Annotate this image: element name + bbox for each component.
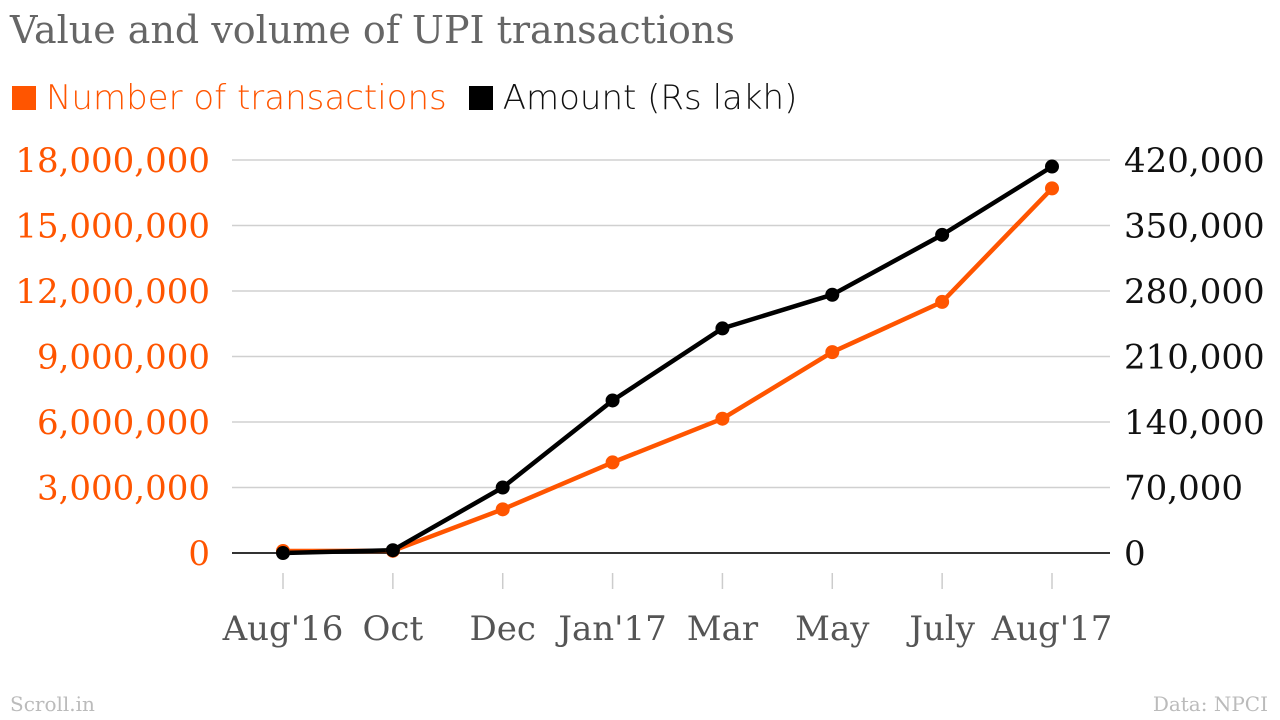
x-tick-label: Oct [363, 609, 424, 649]
x-tick-label: Mar [687, 609, 759, 649]
data-point [1045, 159, 1059, 174]
legend: Number of transactions Amount (Rs lakh) [12, 76, 819, 120]
legend-label-transactions: Number of transactions [46, 78, 447, 118]
x-tick-label: May [795, 609, 870, 649]
legend-label-amount: Amount (Rs lakh) [502, 78, 798, 118]
x-tick-label: Dec [469, 609, 535, 649]
data-point [715, 321, 730, 336]
series-lines [280, 164, 1055, 556]
series-line-1 [280, 164, 1055, 556]
x-tick-label: Aug'16 [222, 609, 344, 649]
data-point [495, 502, 510, 517]
y-left-tick-label: 12,000,000 [15, 272, 210, 312]
data-point [385, 543, 400, 558]
x-tick-label: July [906, 609, 975, 649]
y-left-tick-label: 18,000,000 [15, 141, 210, 181]
y-right-tick-label: 280,000 [1124, 272, 1265, 312]
y-right-tick-label: 420,000 [1124, 141, 1265, 181]
series-line-0 [280, 186, 1055, 554]
y-right-tick-label: 140,000 [1124, 403, 1265, 443]
axes [232, 552, 1110, 589]
series-points [276, 159, 1059, 560]
y-left-tick-label: 15,000,000 [15, 207, 210, 247]
y-left-tick-label: 9,000,000 [37, 338, 210, 378]
gridlines [232, 159, 1110, 489]
data-point [935, 294, 950, 309]
legend-swatch-amount [468, 86, 493, 110]
data-point [715, 411, 730, 426]
data-point [605, 393, 620, 408]
y-right-tick-label: 0 [1124, 534, 1146, 574]
legend-item-amount: Amount (Rs lakh) [468, 78, 798, 118]
x-tick-label: Aug'17 [991, 609, 1113, 649]
y-right-tick-label: 350,000 [1124, 207, 1265, 247]
data-point [1045, 181, 1059, 196]
tick-labels: 0 3,000,000 6,000,000 9,000,000 12,000,000 15… [15, 141, 1264, 649]
data-point [825, 287, 840, 302]
data-point [825, 345, 840, 360]
data-point [935, 227, 950, 242]
y-right-tick-label: 210,000 [1124, 338, 1265, 378]
y-left-tick-label: 3,000,000 [37, 469, 210, 509]
data-point [605, 455, 620, 470]
data-point [495, 480, 510, 495]
chart-title: Value and volume of UPI transactions [10, 8, 735, 52]
footer-source-right: Data: NPCI [1152, 692, 1268, 716]
footer-source-left: Scroll.in [10, 692, 95, 716]
data-point [276, 546, 290, 560]
legend-swatch-transactions [12, 86, 36, 110]
legend-item-transactions: Number of transactions [12, 78, 447, 118]
y-left-tick-label: 6,000,000 [37, 403, 210, 443]
y-right-tick-label: 70,000 [1124, 469, 1243, 509]
x-tick-label: Jan'17 [555, 609, 666, 649]
y-left-tick-label: 0 [188, 534, 210, 574]
